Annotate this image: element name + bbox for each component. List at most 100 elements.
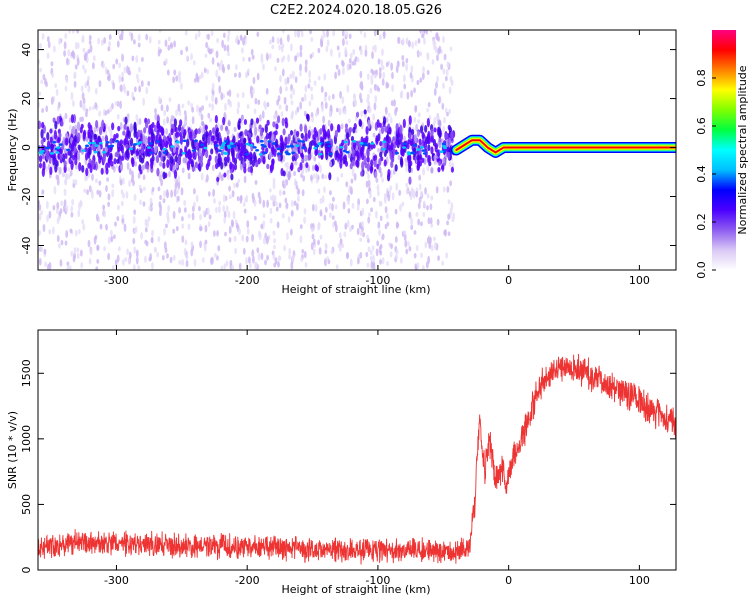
noise-speck <box>229 142 234 145</box>
noise-speck <box>115 58 119 65</box>
noise-speck <box>149 123 153 132</box>
noise-speck <box>300 153 305 160</box>
noise-speck <box>347 118 351 124</box>
noise-speck <box>385 81 389 89</box>
noise-speck <box>410 89 414 98</box>
noise-speck <box>376 184 380 192</box>
noise-speck <box>233 163 238 171</box>
noise-speck <box>38 155 43 163</box>
noise-speck <box>397 154 401 160</box>
noise-speck <box>364 49 368 57</box>
noise-speck <box>414 40 418 47</box>
noise-speck <box>405 189 409 195</box>
noise-speck <box>137 42 141 48</box>
noise-speck <box>415 190 419 198</box>
noise-speck <box>204 124 208 131</box>
noise-speck <box>409 160 413 167</box>
noise-speck <box>256 72 260 81</box>
noise-speck <box>413 116 417 123</box>
noise-speck <box>135 73 139 80</box>
noise-speck <box>158 96 161 105</box>
noise-speck <box>264 259 267 266</box>
noise-speck <box>66 264 70 270</box>
noise-speck <box>383 159 387 167</box>
noise-speck <box>294 76 298 83</box>
noise-speck <box>239 34 243 42</box>
noise-speck <box>64 85 68 92</box>
noise-speck <box>409 71 413 79</box>
noise-speck <box>226 44 230 53</box>
noise-speck <box>414 263 418 270</box>
noise-speck <box>80 85 84 93</box>
noise-speck <box>331 215 335 220</box>
noise-speck <box>209 48 213 55</box>
noise-speck <box>82 131 86 140</box>
noise-speck <box>42 161 46 171</box>
noise-speck <box>58 166 62 175</box>
noise-speck <box>59 148 63 154</box>
noise-speck <box>315 178 319 184</box>
noise-speck <box>254 261 257 270</box>
noise-speck <box>395 249 399 255</box>
noise-speck <box>408 115 412 125</box>
noise-speck <box>48 229 52 235</box>
noise-speck <box>278 44 281 51</box>
noise-speck <box>339 159 343 169</box>
noise-speck <box>359 70 363 79</box>
noise-speck <box>413 252 417 259</box>
noise-speck <box>327 259 331 265</box>
noise-speck <box>40 246 44 253</box>
noise-speck <box>132 39 136 45</box>
noise-speck <box>262 199 266 208</box>
noise-speck <box>256 31 260 37</box>
x-tick-label: -200 <box>235 274 260 287</box>
noise-speck <box>348 57 352 64</box>
noise-speck <box>422 200 426 208</box>
noise-speck <box>245 71 248 79</box>
noise-speck <box>390 100 394 107</box>
noise-speck <box>379 244 383 249</box>
noise-speck <box>154 112 158 121</box>
noise-speck <box>403 83 407 90</box>
noise-speck <box>220 59 223 67</box>
noise-speck <box>366 198 369 205</box>
noise-speck <box>283 244 286 252</box>
noise-speck <box>346 252 349 260</box>
noise-speck <box>274 201 278 207</box>
noise-speck <box>418 196 422 204</box>
noise-speck <box>165 223 168 229</box>
noise-speck <box>281 117 285 127</box>
noise-speck <box>342 201 346 210</box>
noise-speck <box>85 175 89 181</box>
noise-speck <box>234 64 238 71</box>
snr-y-axis-label: SNR (10 * v/v) <box>6 411 19 489</box>
noise-speck <box>273 244 276 250</box>
noise-speck <box>38 120 42 130</box>
noise-speck <box>359 146 364 157</box>
noise-speck <box>415 123 419 132</box>
noise-speck <box>74 229 78 237</box>
noise-speck <box>260 252 264 261</box>
noise-speck <box>56 174 60 180</box>
noise-speck <box>112 234 116 240</box>
noise-speck <box>375 248 379 257</box>
noise-speck <box>77 228 81 235</box>
noise-speck <box>310 112 314 118</box>
noise-speck <box>168 137 173 144</box>
noise-speck <box>166 211 170 220</box>
noise-speck <box>228 236 232 243</box>
noise-speck <box>106 109 110 115</box>
noise-speck <box>392 169 396 175</box>
noise-speck <box>449 46 453 52</box>
noise-speck <box>451 162 455 168</box>
noise-speck <box>116 254 120 263</box>
noise-speck <box>177 155 181 165</box>
noise-speck <box>211 94 215 103</box>
noise-speck <box>409 192 413 201</box>
noise-speck <box>99 223 103 230</box>
noise-speck <box>330 248 334 255</box>
noise-speck <box>111 189 115 198</box>
noise-speck <box>330 123 334 132</box>
noise-speck <box>273 113 277 120</box>
noise-speck <box>165 128 168 135</box>
